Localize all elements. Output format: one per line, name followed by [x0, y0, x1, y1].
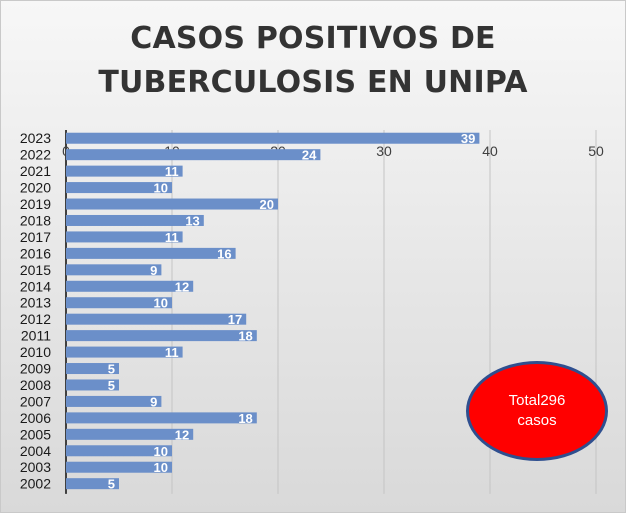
category-label: 2007: [20, 393, 51, 409]
data-label: 9: [150, 394, 157, 409]
category-label: 2023: [20, 130, 51, 146]
bar: [66, 231, 183, 243]
bar: [66, 132, 480, 144]
bar: [66, 214, 204, 226]
bar: [66, 264, 162, 276]
data-label: 12: [175, 427, 189, 442]
category-label: 2010: [20, 344, 51, 360]
data-label: 11: [165, 164, 179, 179]
category-label: 2005: [20, 426, 51, 442]
bar: [66, 149, 321, 161]
bar: [66, 445, 172, 457]
data-label: 10: [154, 460, 168, 475]
bar: [66, 346, 183, 358]
bar: [66, 428, 194, 440]
bar: [66, 198, 278, 210]
bar: [66, 280, 194, 292]
category-label: 2018: [20, 212, 51, 228]
data-label: 5: [108, 477, 115, 492]
category-label: 2014: [20, 278, 51, 294]
total-badge-line-1: Total296: [508, 392, 566, 409]
chart-title-line-1: CASOS POSITIVOS DE: [130, 21, 496, 56]
x-tick-label: 40: [482, 143, 498, 159]
category-label: 2013: [20, 295, 51, 311]
data-label: 39: [461, 131, 475, 146]
data-label: 5: [108, 378, 115, 393]
category-label: 2017: [20, 229, 51, 245]
data-label: 16: [217, 246, 231, 261]
data-label: 5: [108, 362, 115, 377]
bar: [66, 478, 119, 490]
data-label: 9: [150, 263, 157, 278]
data-label: 20: [260, 197, 274, 212]
category-label: 2021: [20, 163, 51, 179]
data-label: 12: [175, 279, 189, 294]
category-label: 2003: [20, 459, 51, 475]
data-label: 10: [154, 181, 168, 196]
category-label: 2012: [20, 311, 51, 327]
data-label: 11: [165, 230, 179, 245]
category-label: 2009: [20, 361, 51, 377]
category-label: 2008: [20, 377, 51, 393]
data-label: 10: [154, 444, 168, 459]
data-label: 24: [302, 148, 317, 163]
x-tick-label: 30: [376, 143, 392, 159]
chart-title-line-2: TUBERCULOSIS EN UNIPA: [98, 65, 528, 100]
bar: [66, 182, 172, 194]
data-label: 17: [228, 312, 242, 327]
bar: [66, 165, 183, 177]
category-label: 2006: [20, 410, 51, 426]
category-label: 2011: [21, 328, 51, 344]
category-label: 2016: [20, 245, 51, 261]
category-label: 2020: [20, 180, 51, 196]
data-label: 18: [238, 411, 252, 426]
bar: [66, 247, 236, 259]
data-label: 13: [185, 213, 199, 228]
bar: [66, 379, 119, 391]
data-label: 18: [238, 329, 252, 344]
bar: [66, 395, 162, 407]
bar: [66, 297, 172, 309]
bar: [66, 363, 119, 375]
x-tick-label: 50: [588, 143, 604, 159]
category-label: 2022: [20, 147, 51, 163]
category-label: 2015: [20, 262, 51, 278]
total-badge-line-2: casos: [517, 412, 557, 429]
bar: [66, 461, 172, 473]
category-label: 2004: [20, 443, 51, 459]
bar: [66, 412, 257, 424]
bar: [66, 330, 257, 342]
bar: [66, 313, 247, 325]
total-cases-badge: Total296 casos: [466, 361, 608, 461]
data-label: 10: [154, 296, 168, 311]
category-label: 2019: [20, 196, 51, 212]
category-label: 2002: [20, 476, 51, 492]
data-label: 11: [165, 345, 179, 360]
